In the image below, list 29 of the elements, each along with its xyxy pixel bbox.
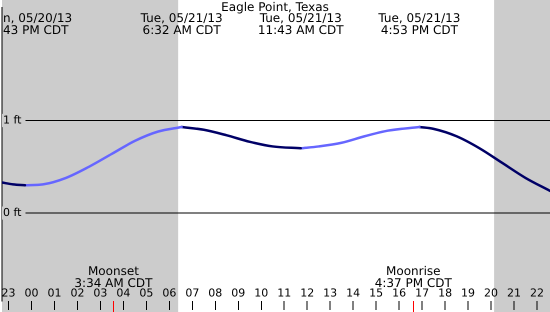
x-tick-label: 12 <box>300 286 314 300</box>
x-tick-label: 22 <box>530 286 544 300</box>
x-tick-label: 07 <box>185 286 200 300</box>
x-tick-label: 08 <box>208 286 222 300</box>
x-tick-label: 21 <box>507 286 522 300</box>
annotation: Tue, 05/21/13 6:32 AM CDT <box>140 11 223 38</box>
x-tick-label: 00 <box>24 286 38 300</box>
x-tick-label: 09 <box>231 286 246 300</box>
x-tick-label: 16 <box>392 286 406 300</box>
annotation: n, 05/20/13 43 PM CDT <box>3 11 72 38</box>
x-tick-label: 01 <box>47 286 62 300</box>
x-tick-label: 10 <box>254 286 268 300</box>
x-tick-label: 11 <box>277 286 292 300</box>
y-tick-label: 0 ft <box>3 206 22 219</box>
x-tick-label: 19 <box>461 286 476 300</box>
x-tick-label: 06 <box>162 286 176 300</box>
x-tick-label: 13 <box>323 286 338 300</box>
x-tick-label: 17 <box>415 286 430 300</box>
x-tick-label: 03 <box>93 286 108 300</box>
x-tick-label: 20 <box>484 286 498 300</box>
annotation: Tue, 05/21/13 4:53 PM CDT <box>377 11 460 38</box>
x-tick-label: 02 <box>70 286 84 300</box>
x-tick-label: 18 <box>438 286 452 300</box>
x-tick-label: 15 <box>369 286 384 300</box>
x-tick-label: 14 <box>346 286 360 300</box>
x-tick-label: 04 <box>116 286 130 300</box>
x-tick-label: 05 <box>139 286 154 300</box>
y-tick-label: 1 ft <box>3 113 22 126</box>
x-tick-label: 23 <box>2 286 16 300</box>
